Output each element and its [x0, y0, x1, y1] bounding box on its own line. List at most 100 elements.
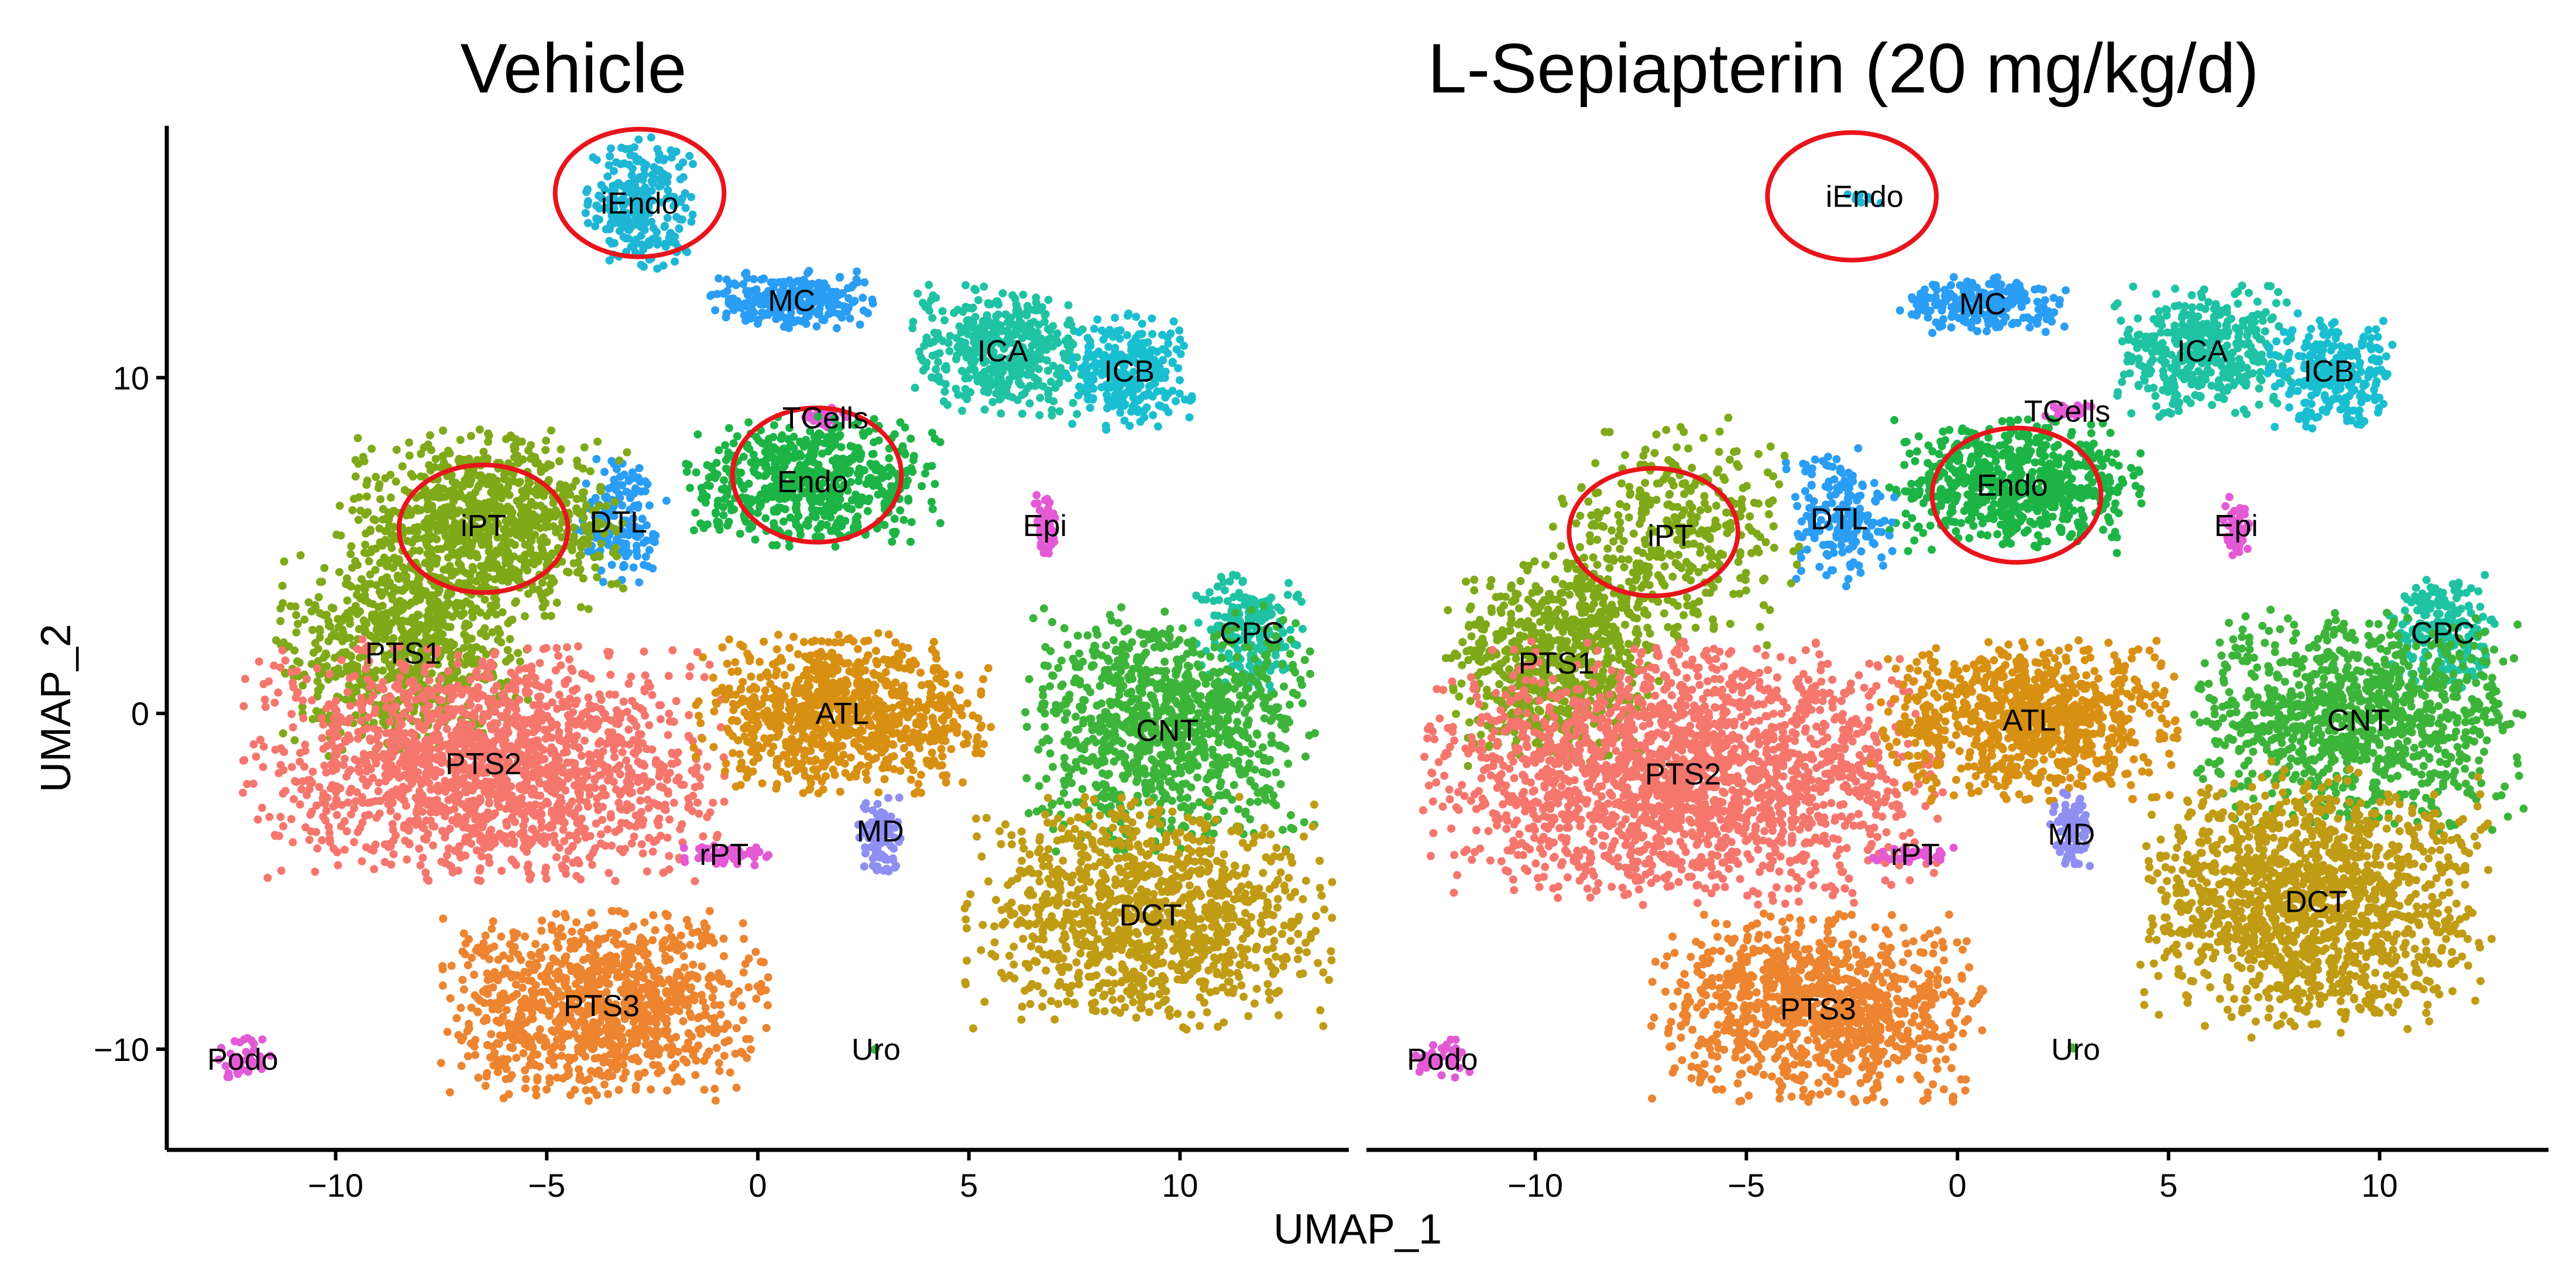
point-dtl [629, 563, 638, 572]
point-pts2 [257, 803, 266, 812]
point-pts2 [296, 757, 304, 766]
point-iendo [687, 193, 696, 201]
point-ipt [593, 437, 602, 446]
point-ica [1005, 375, 1014, 383]
point-ipt [575, 509, 584, 518]
point-pts1 [322, 651, 331, 660]
point-dtl [640, 561, 648, 569]
point-pts2 [388, 709, 397, 717]
point-icb [1075, 382, 1084, 391]
point-iendo [644, 194, 652, 202]
point-icb [1176, 335, 1184, 344]
point-mc [844, 294, 853, 303]
point-iendo [627, 222, 636, 231]
point-mc [750, 298, 758, 307]
point-endo [758, 439, 767, 448]
point-pts2 [577, 751, 586, 760]
point-ipt [520, 563, 529, 572]
point-iendo [583, 200, 592, 209]
point-ica [1059, 349, 1068, 358]
point-endo [743, 499, 752, 507]
point-pts2 [442, 724, 451, 733]
point-pts2 [463, 685, 472, 694]
point-pts2 [691, 877, 699, 885]
point-pts2 [423, 687, 431, 695]
point-ica [1045, 395, 1053, 404]
point-pts2 [334, 861, 342, 870]
point-ipt [513, 497, 521, 506]
point-pts1 [482, 612, 491, 620]
point-pts2 [665, 709, 674, 718]
point-ipt [513, 459, 522, 468]
point-ica [1034, 321, 1043, 329]
point-pts2 [561, 786, 570, 795]
point-iendo [668, 193, 677, 202]
point-ipt [399, 563, 407, 572]
point-ipt [506, 538, 515, 547]
point-pts2 [341, 846, 349, 854]
point-mc [785, 276, 794, 285]
point-pts2 [424, 829, 432, 838]
point-pts1 [414, 581, 423, 589]
point-icb [1149, 411, 1158, 420]
point-mc [764, 287, 772, 296]
point-pts1 [431, 623, 439, 632]
point-mc [834, 310, 843, 318]
point-ipt [595, 551, 603, 560]
point-iendo [655, 167, 664, 176]
point-ipt [413, 506, 422, 515]
point-ipt [537, 542, 546, 551]
point-icb [1135, 396, 1143, 405]
point-endo [936, 519, 944, 527]
point-ipt [392, 445, 401, 454]
point-ipt [497, 489, 506, 497]
point-pts2 [239, 702, 248, 710]
point-ipt [430, 533, 438, 541]
point-pts2 [298, 696, 307, 705]
point-pts2 [669, 798, 678, 807]
point-ipt [405, 438, 414, 447]
point-endo [724, 424, 733, 432]
point-pts1 [343, 596, 352, 605]
point-ica [961, 281, 970, 290]
point-endo [715, 520, 723, 529]
point-endo [841, 517, 850, 525]
point-pts2 [643, 867, 651, 876]
point-pts2 [331, 801, 339, 810]
point-pts1 [327, 632, 336, 641]
point-iendo [626, 151, 635, 160]
point-pts2 [296, 800, 304, 809]
point-pts2 [624, 770, 633, 778]
point-pts2 [351, 671, 359, 680]
point-pts2 [475, 866, 484, 875]
point-pts2 [584, 693, 593, 702]
point-pts2 [503, 839, 511, 847]
point-iendo [591, 222, 600, 231]
point-pts2 [603, 825, 612, 834]
point-pts1 [308, 715, 317, 723]
point-mc [754, 315, 763, 324]
point-dtl [635, 464, 644, 472]
point-pts1 [360, 617, 369, 626]
point-pts2 [263, 874, 272, 882]
point-iendo [633, 157, 642, 166]
point-ica [1008, 291, 1017, 300]
point-pts2 [260, 695, 269, 704]
point-pts2 [537, 769, 545, 778]
point-ica [997, 409, 1005, 418]
point-pts1 [339, 615, 348, 624]
point-endo [817, 520, 826, 528]
point-ica [1035, 411, 1044, 420]
point-pts2 [533, 720, 542, 729]
point-iendo [618, 182, 627, 191]
point-ica [1030, 340, 1038, 348]
point-ica [1044, 386, 1053, 395]
point-iendo [637, 231, 645, 240]
point-pts1 [449, 550, 458, 559]
point-ica [1013, 304, 1022, 312]
point-mc [794, 277, 803, 286]
point-ipt [591, 563, 600, 572]
point-ipt [511, 566, 520, 575]
point-pts1 [460, 630, 469, 639]
